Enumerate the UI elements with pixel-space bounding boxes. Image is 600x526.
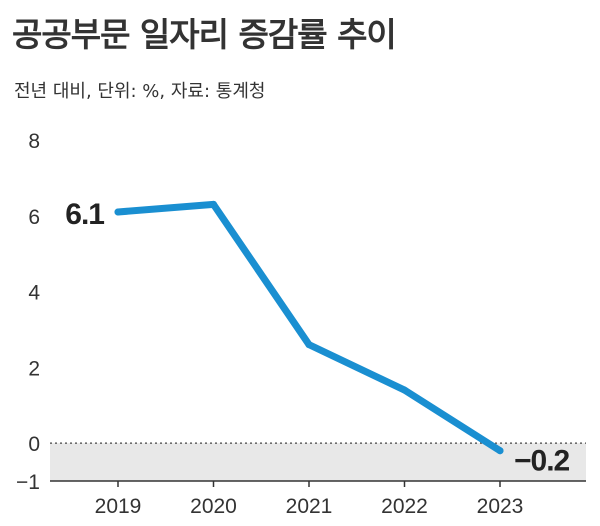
data-label: 6.1 <box>65 198 104 231</box>
data-label: −0.2 <box>514 445 570 478</box>
data-point <box>305 341 313 349</box>
x-axis: 2019 2020 2021 2022 2023 <box>50 480 586 518</box>
y-tick-label: −1 <box>16 471 40 494</box>
chart-title: 공공부문 일자리 증감률 추이 <box>12 15 397 54</box>
x-tick-label: 2022 <box>381 495 428 518</box>
data-point <box>496 447 504 455</box>
y-tick-label: 2 <box>28 357 40 380</box>
data-point <box>114 208 122 216</box>
y-axis-ticks: −1 0 2 4 6 8 <box>16 130 40 494</box>
series-layer <box>114 200 504 455</box>
series-line <box>114 200 504 455</box>
y-tick-label: 6 <box>28 206 40 229</box>
x-tick-label: 2021 <box>286 495 333 518</box>
data-point <box>401 386 408 394</box>
x-tick-label: 2023 <box>477 495 524 518</box>
x-tick-label: 2020 <box>190 495 237 518</box>
data-labels-layer: 6.1 −0.2 <box>65 198 570 478</box>
y-tick-label: 8 <box>28 130 40 153</box>
negative-band-layer <box>50 442 586 481</box>
y-tick-label: 4 <box>28 282 40 305</box>
y-tick-label: 0 <box>28 433 40 456</box>
chart-subtitle: 전년 대비, 단위: %, 자료: 통계청 <box>14 81 266 102</box>
data-point <box>210 200 217 208</box>
x-tick-label: 2019 <box>95 495 142 518</box>
negative-region-band <box>50 443 586 481</box>
